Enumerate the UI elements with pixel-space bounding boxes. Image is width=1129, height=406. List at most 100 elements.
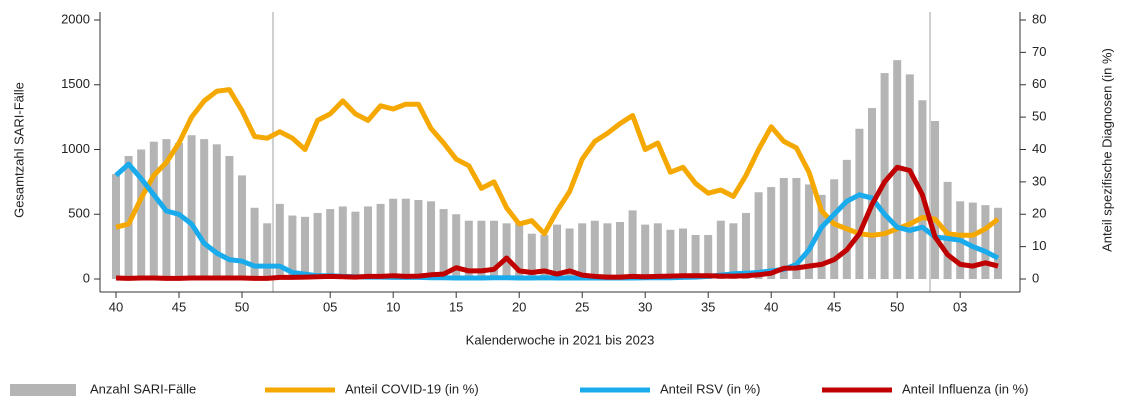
bar [502, 223, 511, 279]
x-tick-label: 40 [109, 299, 123, 314]
bar [124, 155, 133, 279]
bar [288, 215, 297, 279]
x-tick-label: 05 [323, 299, 337, 314]
bar [616, 222, 624, 279]
bar [225, 155, 234, 279]
x-tick-label: 40 [764, 299, 778, 314]
x-tick-label: 50 [235, 299, 249, 314]
y2-tick-label: 80 [1032, 11, 1046, 26]
legend-label: Anzahl SARI-Fälle [90, 381, 196, 396]
bar [792, 177, 801, 279]
bar [742, 212, 750, 279]
bar [414, 200, 423, 279]
bar [565, 228, 574, 279]
bar [641, 224, 650, 279]
x-tick-label: 50 [890, 299, 904, 314]
y-tick-label: 2000 [61, 11, 90, 26]
legend-label: Anteil COVID-19 (in %) [345, 381, 479, 396]
y-tick-label: 1500 [61, 76, 90, 91]
bar [855, 128, 864, 279]
y2-tick-label: 30 [1032, 173, 1046, 188]
bar [691, 234, 700, 279]
bar [401, 198, 410, 279]
y2-tick-label: 0 [1032, 270, 1039, 285]
bar [830, 179, 839, 279]
bar [427, 201, 435, 279]
y2-tick-label: 10 [1032, 238, 1046, 253]
bar [628, 210, 637, 279]
bar [540, 234, 549, 279]
bar [666, 229, 675, 279]
bar [338, 206, 347, 279]
line [114, 161, 1000, 281]
bar [716, 220, 725, 279]
bar [364, 206, 372, 279]
bar [968, 202, 977, 279]
bar [200, 139, 209, 279]
bar [313, 212, 322, 279]
y2-tick-label: 40 [1032, 141, 1046, 156]
bar [603, 223, 612, 279]
bar [439, 209, 448, 279]
bar [464, 220, 473, 279]
bar [905, 74, 914, 279]
x-tick-label: 35 [701, 299, 715, 314]
line [115, 164, 999, 281]
bar [326, 209, 335, 279]
x-tick-label: 30 [638, 299, 652, 314]
x-tick-label: 45 [172, 299, 186, 314]
bar [376, 203, 385, 279]
bar [994, 207, 1002, 279]
legend-swatch [10, 384, 76, 396]
bar [351, 211, 360, 279]
bar [175, 143, 183, 279]
bar [515, 222, 524, 279]
x-tick-label: 03 [953, 299, 967, 314]
y2-axis-title: Anteil spezifische Diagnosen (in %) [1099, 48, 1114, 252]
bar [653, 223, 662, 279]
bar [137, 149, 146, 279]
bar [931, 121, 939, 279]
line [115, 87, 1000, 238]
bar [805, 184, 813, 279]
bar [981, 205, 990, 279]
bar [452, 214, 461, 279]
x-tick-label: 15 [449, 299, 463, 314]
bar [149, 141, 158, 279]
x-tick-label: 20 [512, 299, 526, 314]
y2-tick-label: 20 [1032, 206, 1046, 221]
bar [477, 220, 486, 279]
y-axis-title: Gesamtzahl SARI-Fälle [11, 82, 26, 218]
y2-tick-label: 60 [1032, 76, 1046, 91]
x-tick-label: 25 [575, 299, 589, 314]
x-tick-label: 45 [827, 299, 841, 314]
bar [590, 220, 599, 279]
bar [754, 192, 763, 279]
bar [679, 228, 687, 279]
bar [704, 234, 713, 279]
bar [263, 223, 272, 279]
y2-tick-label: 70 [1032, 44, 1046, 59]
bar [578, 223, 587, 279]
y-tick-label: 0 [83, 270, 90, 285]
bar [187, 135, 196, 279]
bar [729, 223, 738, 279]
legend-label: Anteil RSV (in %) [660, 381, 760, 396]
bar [250, 207, 259, 279]
bar [767, 187, 776, 279]
y-tick-label: 500 [68, 206, 90, 221]
bar [842, 159, 851, 279]
bar [490, 220, 498, 279]
bar [301, 216, 309, 279]
bar [212, 144, 221, 279]
x-axis-title: Kalenderwoche in 2021 bis 2023 [466, 332, 655, 347]
y2-tick-label: 50 [1032, 109, 1046, 124]
bar [389, 198, 398, 279]
bar [779, 177, 788, 279]
bar [527, 233, 536, 279]
bar [238, 175, 246, 279]
bar [817, 194, 826, 279]
x-tick-label: 10 [386, 299, 400, 314]
bar [275, 203, 284, 279]
bar [880, 73, 889, 279]
